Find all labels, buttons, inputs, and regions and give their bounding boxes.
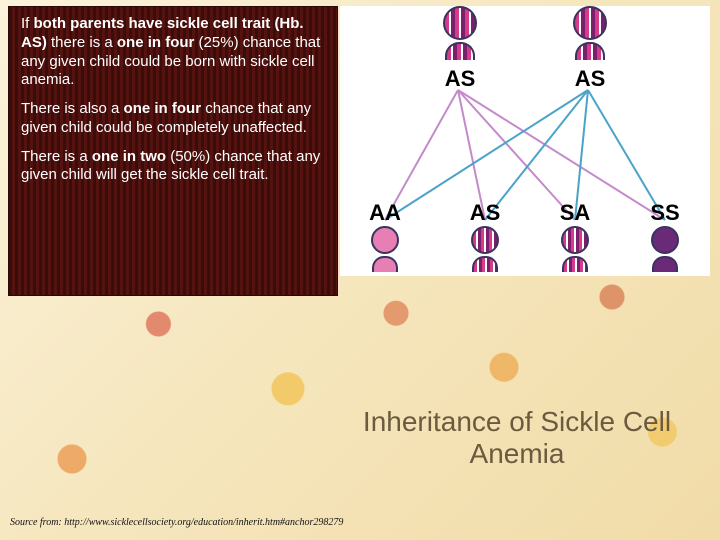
bold: one in four	[117, 34, 195, 51]
child-genotype-label: AA	[355, 200, 415, 226]
text: If	[21, 15, 34, 32]
child-head-icon	[561, 226, 589, 254]
source-citation: Source from: http://www.sicklecellsociet…	[10, 517, 343, 528]
child-body-icon	[562, 256, 588, 272]
child-body-icon	[652, 256, 678, 272]
parent-genotype-label: AS	[430, 66, 490, 92]
child-head-icon	[651, 226, 679, 254]
child-figure	[465, 226, 505, 272]
child-figure	[555, 226, 595, 272]
child-figure	[365, 226, 405, 272]
child-body-icon	[372, 256, 398, 272]
text: There is a	[21, 148, 92, 165]
parent-head-icon	[573, 6, 607, 40]
bold: one in two	[92, 148, 166, 165]
child-body-icon	[472, 256, 498, 272]
child-head-icon	[371, 226, 399, 254]
paragraph-1: If both parents have sickle cell trait (…	[21, 15, 325, 90]
child-genotype-label: AS	[455, 200, 515, 226]
paragraph-2: There is also a one in four chance that …	[21, 100, 325, 138]
parent-body-icon	[445, 42, 475, 60]
inheritance-diagram: AS AS AA AS SA SS	[340, 6, 710, 276]
parent-figure	[440, 6, 480, 60]
paragraph-3: There is a one in two (50%) chance that …	[21, 148, 325, 186]
child-genotype-label: SS	[635, 200, 695, 226]
page-title: Inheritance of Sickle Cell Anemia	[332, 406, 702, 470]
parent-head-icon	[443, 6, 477, 40]
child-genotype-label: SA	[545, 200, 605, 226]
parent-genotype-label: AS	[560, 66, 620, 92]
text: there is a	[47, 34, 117, 51]
bold: one in four	[124, 100, 202, 117]
explanation-textbox: If both parents have sickle cell trait (…	[8, 6, 338, 296]
child-head-icon	[471, 226, 499, 254]
parent-body-icon	[575, 42, 605, 60]
text: There is also a	[21, 100, 124, 117]
child-figure	[645, 226, 685, 272]
parent-figure	[570, 6, 610, 60]
